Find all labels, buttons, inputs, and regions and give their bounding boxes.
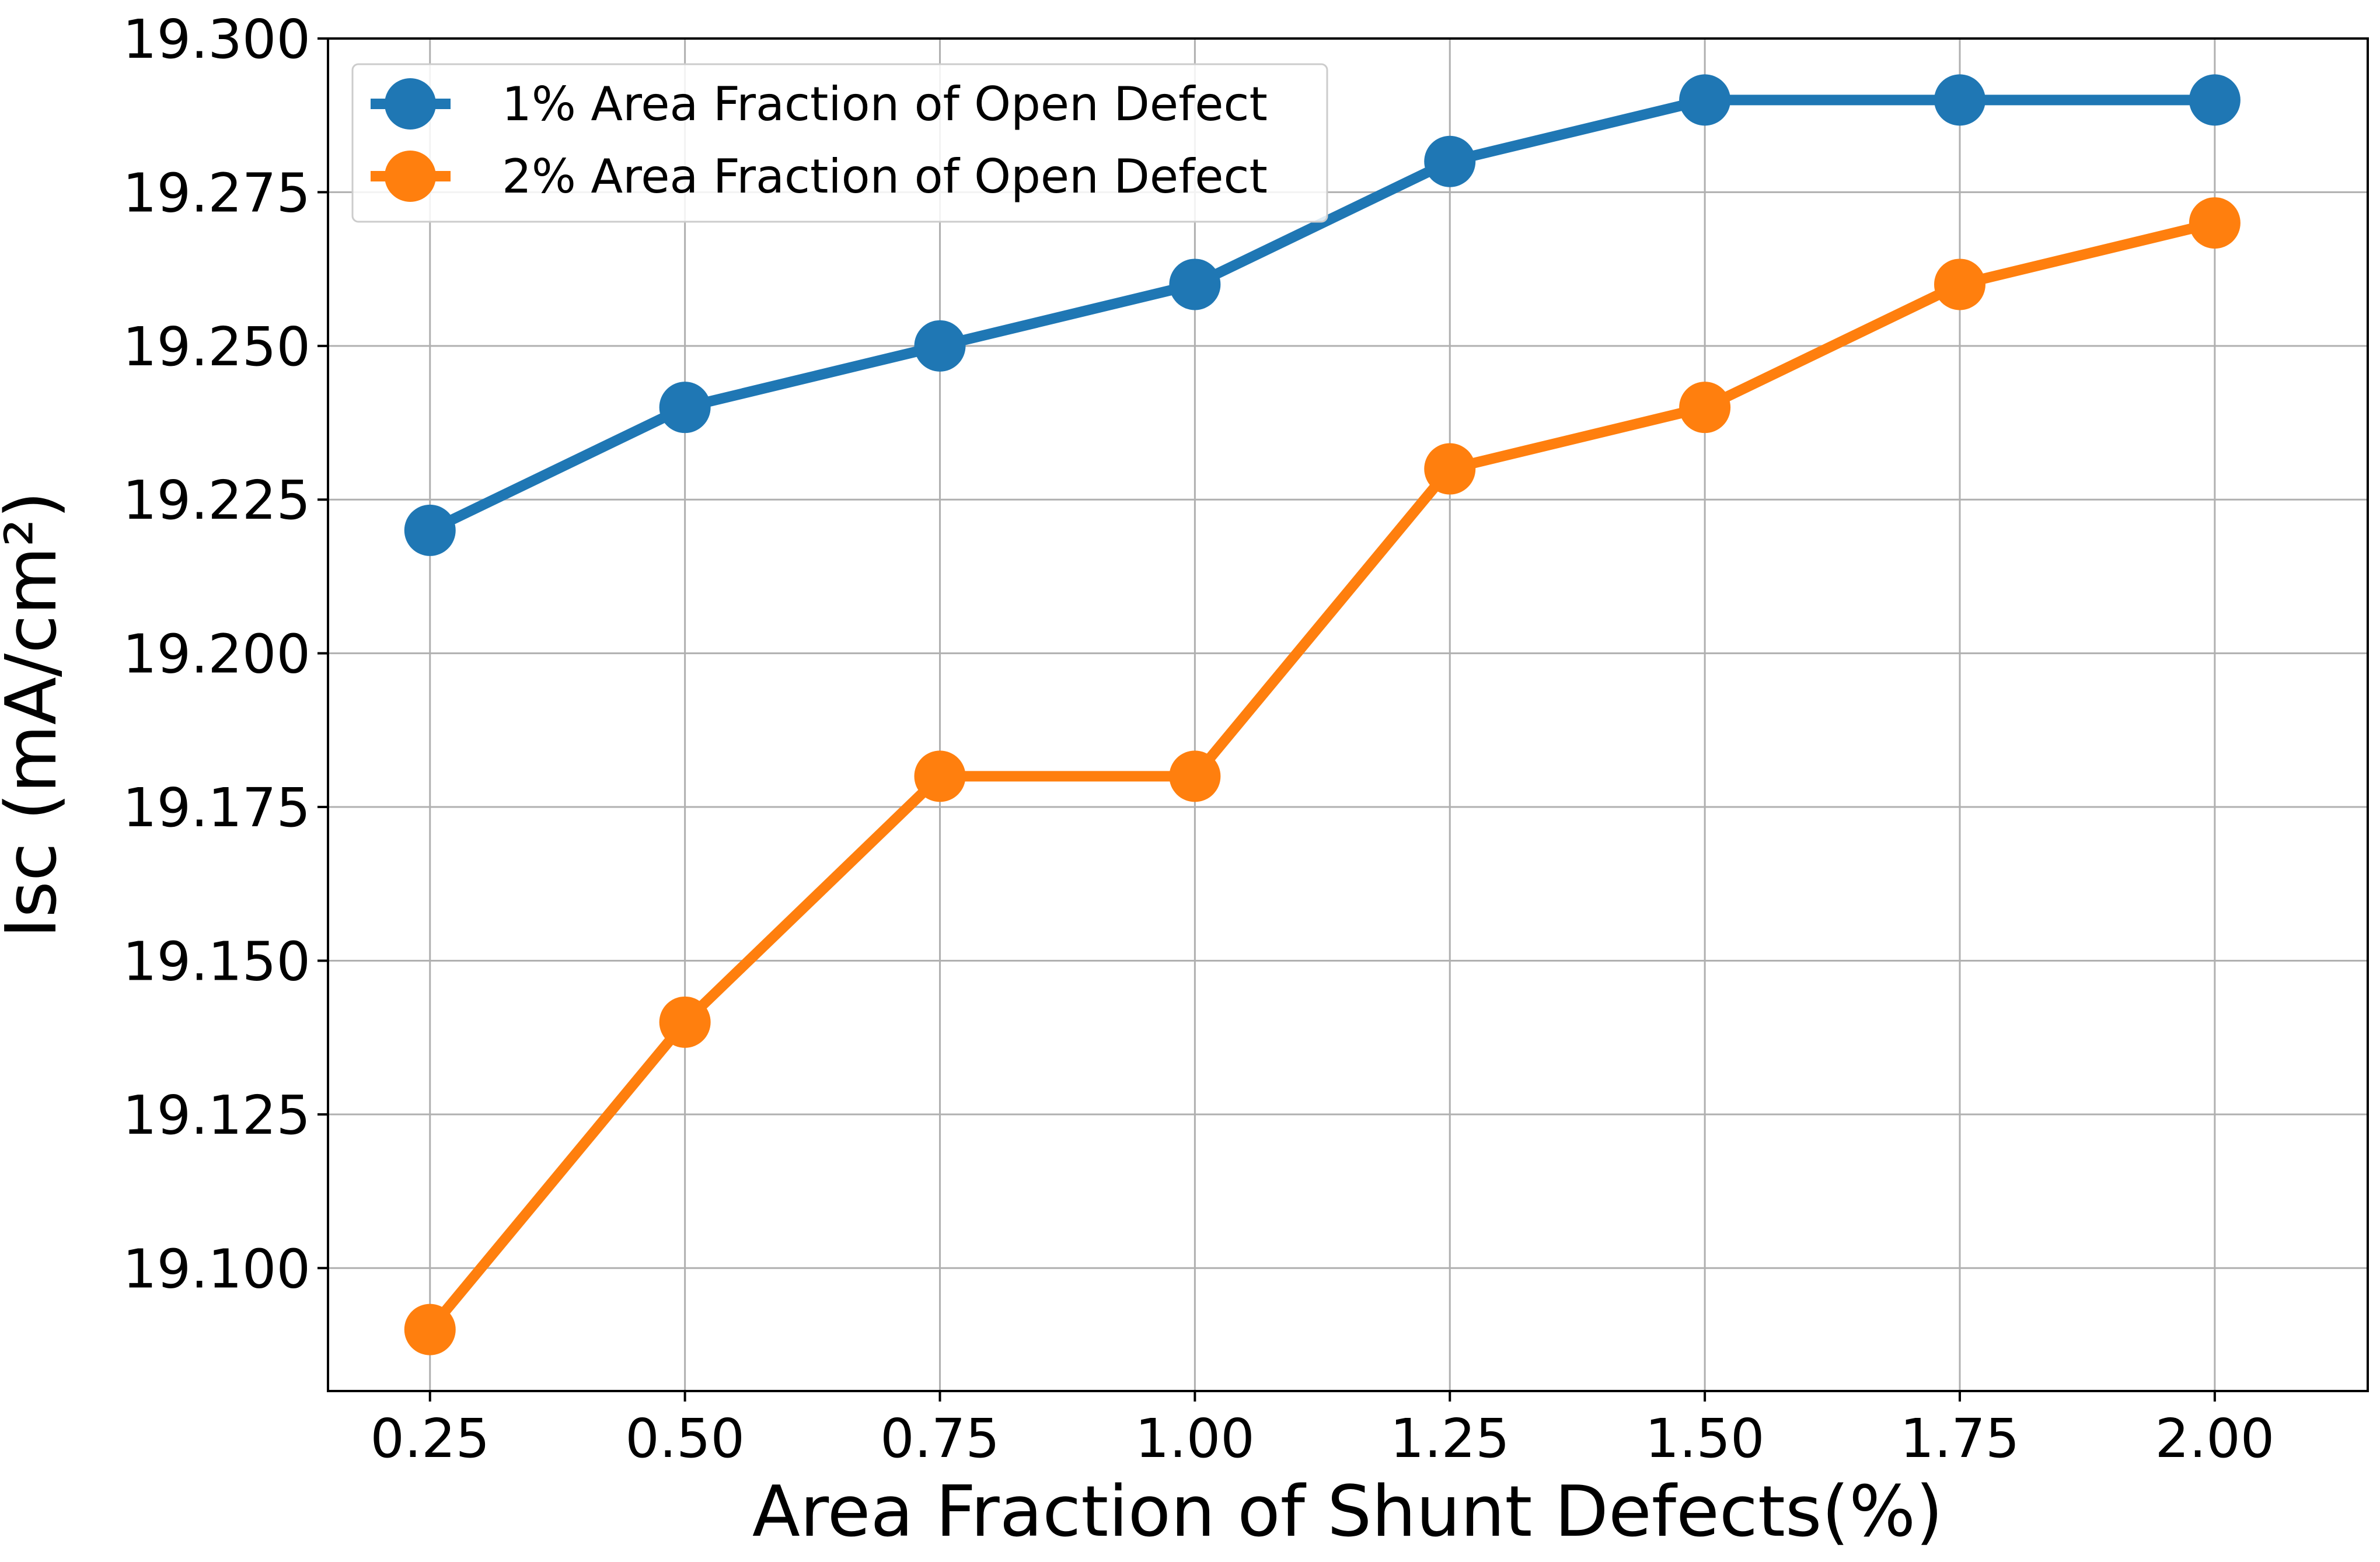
series-1-point xyxy=(1934,74,1985,126)
series-2-point xyxy=(1424,443,1476,495)
series-2-point xyxy=(659,996,711,1048)
y-tick-label: 19.200 xyxy=(123,623,310,686)
y-tick-label: 19.100 xyxy=(123,1238,310,1300)
y-tick-label: 19.275 xyxy=(123,162,310,224)
series-2-point xyxy=(2189,197,2241,249)
y-tick-label: 19.300 xyxy=(123,8,310,71)
y-tick-label: 19.125 xyxy=(123,1084,310,1147)
x-tick-label: 1.00 xyxy=(1135,1407,1255,1470)
y-tick-label: 19.175 xyxy=(123,777,310,839)
x-axis-title: Area Fraction of Shunt Defects(%) xyxy=(752,1472,1943,1553)
y-tick-label: 19.225 xyxy=(123,469,310,532)
x-tick-label: 1.50 xyxy=(1645,1407,1765,1470)
y-tick-label: 19.250 xyxy=(123,316,310,378)
series-1-point xyxy=(914,320,966,372)
x-tick-label: 1.25 xyxy=(1390,1407,1510,1470)
y-axis-title: Isc (mA/cm²) xyxy=(0,491,72,938)
series-2-point xyxy=(914,750,966,802)
legend: 1% Area Fraction of Open Defect 2% Area … xyxy=(351,63,1328,223)
series-1-point xyxy=(659,382,711,434)
legend-label-2: 2% Area Fraction of Open Defect xyxy=(502,149,1268,204)
y-tick-label: 19.150 xyxy=(123,930,310,993)
grid-lines xyxy=(328,37,2368,1391)
series-2 xyxy=(404,197,2241,1355)
series-1 xyxy=(404,74,2241,556)
x-tick-label: 0.50 xyxy=(625,1407,745,1470)
legend-label-1: 1% Area Fraction of Open Defect xyxy=(502,77,1268,131)
series-lines xyxy=(404,74,2241,1355)
series-1-line xyxy=(427,95,2215,536)
x-tick-label: 0.75 xyxy=(880,1407,1000,1470)
series-1-point xyxy=(1424,135,1476,187)
x-tick-label: 1.75 xyxy=(1900,1407,2020,1470)
series-2-line xyxy=(425,218,2216,1333)
legend-marker-2 xyxy=(385,151,436,202)
series-2-point xyxy=(1169,750,1221,802)
series-1-point xyxy=(2189,74,2241,126)
series-2-point xyxy=(1679,382,1731,434)
series-1-point xyxy=(404,504,456,556)
x-tick-label: 2.00 xyxy=(2155,1407,2274,1470)
series-1-point xyxy=(1169,258,1221,310)
series-2-point xyxy=(1934,258,1985,310)
x-tick-label: 0.25 xyxy=(370,1407,490,1470)
plot-frame xyxy=(327,37,2369,1392)
series-1-point xyxy=(1679,74,1731,126)
legend-frame xyxy=(351,63,1328,223)
axis-ticks: 0.25 0.50 0.75 1.00 1.25 1.50 1.75 2.00 19.100 19… xyxy=(123,8,2274,1470)
series-2-point xyxy=(404,1304,456,1355)
legend-marker-1 xyxy=(385,78,436,130)
